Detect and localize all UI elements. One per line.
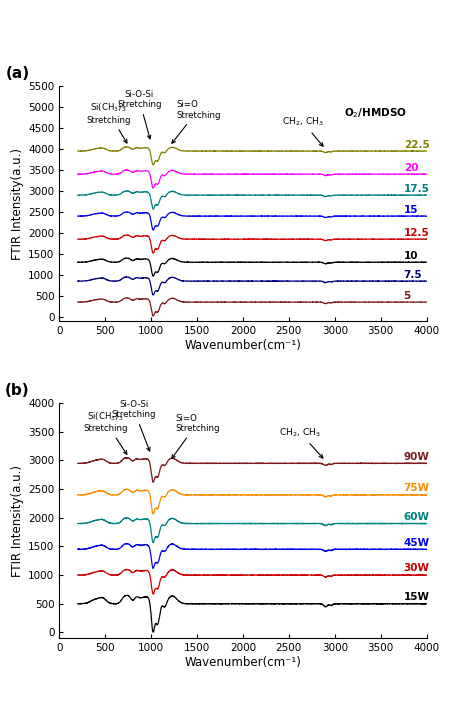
Text: 22.5: 22.5: [404, 140, 429, 150]
Text: CH$_2$, CH$_3$: CH$_2$, CH$_3$: [279, 426, 323, 458]
Text: (a): (a): [6, 67, 30, 81]
Text: CH$_2$, CH$_3$: CH$_2$, CH$_3$: [282, 115, 323, 146]
Text: 15: 15: [404, 205, 418, 215]
Text: 60W: 60W: [404, 512, 429, 522]
Text: Si=O
Stretching: Si=O Stretching: [172, 100, 220, 143]
Text: Si(CH$_3$)$_3$
Stretching: Si(CH$_3$)$_3$ Stretching: [87, 102, 131, 143]
Text: 10: 10: [404, 251, 418, 261]
Text: (b): (b): [5, 384, 30, 399]
Text: Si(CH$_3$)$_3$
Stretching: Si(CH$_3$)$_3$ Stretching: [83, 410, 128, 455]
Y-axis label: FTIR Intensity(a.u.): FTIR Intensity(a.u.): [11, 148, 24, 260]
Text: 7.5: 7.5: [404, 270, 422, 280]
Text: 20: 20: [404, 163, 418, 173]
Text: 75W: 75W: [404, 483, 430, 493]
X-axis label: Wavenumber(cm⁻¹): Wavenumber(cm⁻¹): [184, 656, 301, 669]
Text: 12.5: 12.5: [404, 228, 429, 238]
Text: 30W: 30W: [404, 564, 429, 574]
Text: 5: 5: [404, 291, 411, 301]
Text: 17.5: 17.5: [404, 184, 429, 194]
Text: 15W: 15W: [404, 592, 429, 602]
Text: 90W: 90W: [404, 452, 429, 462]
Y-axis label: FTIR Intensity(a.u.): FTIR Intensity(a.u.): [11, 465, 24, 576]
Text: 45W: 45W: [404, 538, 430, 548]
Text: Si-O-Si
Stretching: Si-O-Si Stretching: [117, 90, 162, 139]
X-axis label: Wavenumber(cm⁻¹): Wavenumber(cm⁻¹): [184, 338, 301, 351]
Text: Si-O-Si
Stretching: Si-O-Si Stretching: [111, 400, 156, 451]
Text: Si=O
Stretching: Si=O Stretching: [172, 414, 219, 458]
Text: O$_2$/HMDSO: O$_2$/HMDSO: [344, 106, 407, 120]
